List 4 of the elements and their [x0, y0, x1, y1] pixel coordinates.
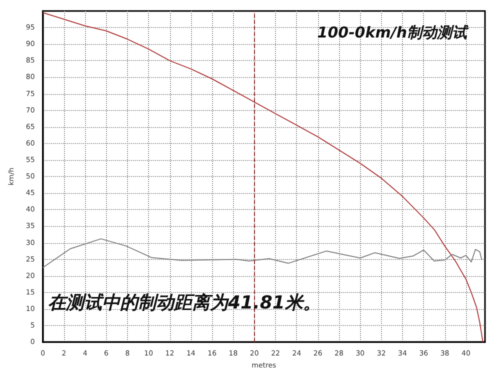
line-series: [42, 238, 482, 268]
line-series: [42, 12, 484, 343]
annotation: 在测试中的制动距离为41.81米。: [48, 292, 321, 314]
text: 100-0km/h制动测试: [317, 24, 469, 42]
